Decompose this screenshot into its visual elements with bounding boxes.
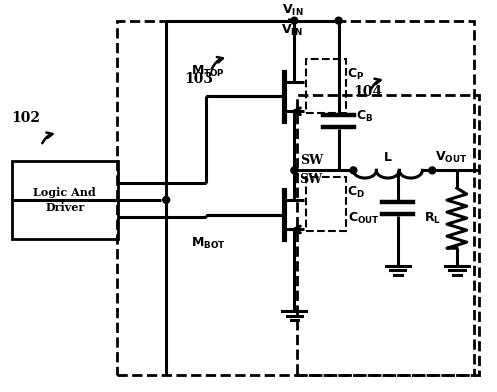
Text: SW: SW [300, 154, 324, 167]
Bar [297, 94, 479, 375]
Circle shape [291, 167, 298, 174]
Text: $\mathbf{C_D}$: $\mathbf{C_D}$ [347, 185, 366, 200]
Text: $\mathbf{C_P}$: $\mathbf{C_P}$ [347, 67, 365, 82]
Circle shape [350, 167, 357, 174]
Text: $\mathbf{M_{BOT}}$: $\mathbf{M_{BOT}}$ [191, 236, 226, 251]
Bar [306, 177, 345, 231]
Circle shape [335, 17, 342, 24]
Circle shape [429, 167, 436, 174]
Bar [11, 160, 118, 240]
Bar [306, 59, 345, 113]
Text: $\mathbf{V_{IN}}$: $\mathbf{V_{IN}}$ [282, 3, 303, 18]
Text: Logic And
Driver: Logic And Driver [33, 187, 96, 213]
Text: SW: SW [299, 173, 323, 186]
Bar [117, 21, 474, 375]
Text: $\mathbf{C_{OUT}}$: $\mathbf{C_{OUT}}$ [348, 211, 380, 226]
Text: $\mathbf{C_B}$: $\mathbf{C_B}$ [356, 109, 374, 124]
Text: 104: 104 [353, 85, 383, 98]
Text: $\mathbf{V_{IN}}$: $\mathbf{V_{IN}}$ [281, 23, 302, 38]
Text: $\mathbf{M_{TOP}}$: $\mathbf{M_{TOP}}$ [191, 64, 225, 79]
Text: 103: 103 [184, 72, 213, 86]
Text: 102: 102 [11, 111, 41, 125]
Circle shape [163, 196, 169, 203]
Text: $\mathbf{L}$: $\mathbf{L}$ [383, 151, 393, 165]
Text: $\mathbf{V_{OUT}}$: $\mathbf{V_{OUT}}$ [435, 151, 468, 165]
Circle shape [291, 17, 298, 24]
Text: $\mathbf{R_L}$: $\mathbf{R_L}$ [424, 211, 441, 226]
